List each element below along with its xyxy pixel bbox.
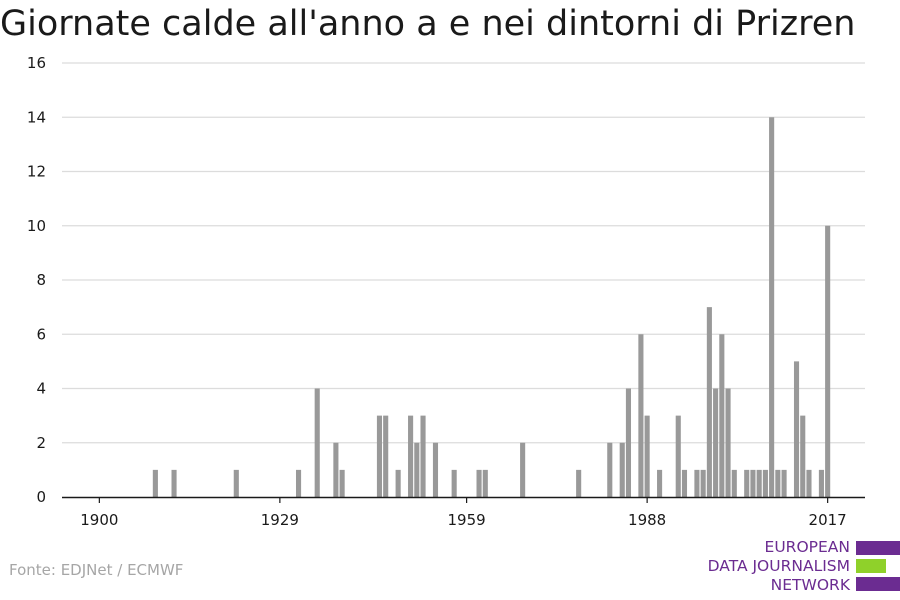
y-tick-label: 12 bbox=[27, 163, 46, 181]
bar bbox=[762, 469, 768, 497]
bar bbox=[408, 415, 414, 497]
bar bbox=[694, 469, 700, 497]
bar bbox=[644, 415, 650, 497]
chart-title: Giornate calde all'anno a e nei dintorni… bbox=[0, 4, 856, 44]
bar bbox=[314, 388, 320, 497]
y-tick-label: 2 bbox=[36, 434, 46, 452]
bar bbox=[414, 442, 420, 497]
bar bbox=[818, 469, 824, 497]
bar bbox=[395, 469, 401, 497]
bar bbox=[750, 469, 756, 497]
bar bbox=[451, 469, 457, 497]
logo-bar-green bbox=[856, 559, 886, 573]
bar bbox=[432, 442, 439, 497]
bar bbox=[482, 469, 488, 497]
x-tick-label: 2017 bbox=[809, 511, 847, 529]
edjnet-logo: EUROPEAN DATA JOURNALISM NETWORK bbox=[700, 538, 900, 596]
x-tick-label: 1900 bbox=[80, 511, 118, 529]
bar bbox=[607, 442, 613, 497]
bar bbox=[333, 442, 339, 497]
bar bbox=[376, 415, 383, 497]
bar bbox=[793, 361, 800, 497]
bar bbox=[825, 225, 831, 497]
y-tick-label: 6 bbox=[36, 325, 46, 343]
logo-bar-purple-bottom bbox=[856, 577, 900, 591]
bar bbox=[625, 388, 632, 497]
bar bbox=[681, 469, 688, 497]
grid-lines bbox=[62, 62, 865, 444]
bar bbox=[383, 415, 389, 497]
bar bbox=[713, 388, 719, 497]
logo-bar-purple-top bbox=[856, 541, 900, 555]
bars bbox=[152, 117, 831, 497]
bar bbox=[800, 415, 806, 497]
bar bbox=[576, 469, 582, 497]
logo-line-2: DATA JOURNALISM bbox=[707, 557, 850, 575]
axes: 0 2 4 6 8 10 12 14 16 1900 1929 1959 1988 2017 bbox=[27, 54, 865, 529]
bar bbox=[744, 469, 750, 497]
logo-line-3: NETWORK bbox=[770, 576, 850, 594]
bar bbox=[731, 469, 737, 497]
bar bbox=[675, 415, 681, 497]
bar bbox=[706, 307, 712, 497]
x-tick-label: 1959 bbox=[448, 511, 486, 529]
x-tick-label: 1988 bbox=[628, 511, 666, 529]
bar bbox=[700, 469, 706, 497]
y-tick-label: 14 bbox=[27, 108, 46, 126]
bar bbox=[339, 469, 345, 497]
bar bbox=[775, 469, 781, 497]
bar bbox=[769, 117, 775, 497]
bar bbox=[619, 442, 625, 497]
bar bbox=[719, 334, 725, 497]
bar bbox=[233, 469, 239, 497]
x-tick-label: 1929 bbox=[261, 511, 299, 529]
bar bbox=[657, 469, 663, 497]
bar bbox=[152, 469, 158, 497]
bar bbox=[520, 442, 526, 497]
bar bbox=[638, 334, 644, 497]
logo-line-1: EUROPEAN bbox=[764, 538, 850, 556]
bar bbox=[756, 469, 762, 497]
bar bbox=[171, 469, 177, 497]
bar bbox=[420, 415, 426, 497]
bar bbox=[295, 469, 302, 497]
y-tick-label: 16 bbox=[27, 54, 46, 72]
bar bbox=[725, 388, 731, 497]
y-tick-label: 10 bbox=[27, 217, 46, 235]
y-tick-label: 0 bbox=[36, 488, 46, 506]
y-tick-label: 8 bbox=[36, 271, 46, 289]
y-tick-label: 4 bbox=[36, 380, 46, 398]
bar bbox=[781, 469, 787, 497]
source-note: Fonte: EDJNet / ECMWF bbox=[9, 561, 184, 579]
bar bbox=[476, 469, 482, 497]
bar bbox=[806, 469, 812, 497]
